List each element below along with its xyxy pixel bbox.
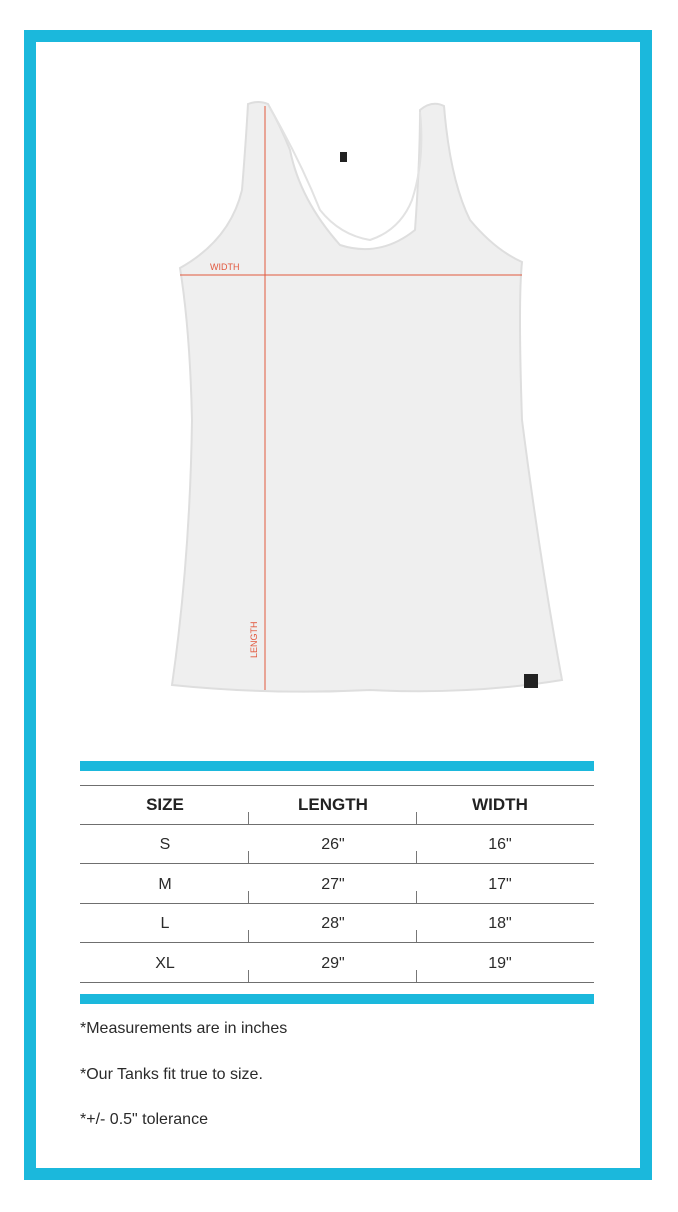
table-top-bar bbox=[80, 761, 594, 771]
width-cell: 16" bbox=[488, 836, 512, 853]
table-divider bbox=[80, 982, 594, 983]
column-tick bbox=[416, 930, 417, 942]
width-cell: 19" bbox=[488, 955, 512, 972]
brand-tag-icon bbox=[524, 674, 538, 688]
tank-top-silhouette bbox=[170, 101, 564, 693]
neck-label bbox=[340, 152, 347, 162]
table-bottom-bar bbox=[80, 994, 594, 1004]
column-tick bbox=[416, 891, 417, 903]
column-tick bbox=[248, 930, 249, 942]
header-width: WIDTH bbox=[472, 795, 528, 814]
length-cell: 29" bbox=[321, 955, 345, 972]
width-cell: 18" bbox=[488, 915, 512, 932]
note-fit: *Our Tanks fit true to size. bbox=[80, 1066, 263, 1083]
table-divider bbox=[80, 903, 594, 904]
column-tick bbox=[248, 812, 249, 824]
tank-top-diagram: WIDTH LENGTH bbox=[170, 101, 564, 693]
width-cell: 17" bbox=[488, 876, 512, 893]
racerback-inner bbox=[269, 107, 423, 242]
column-tick bbox=[416, 970, 417, 982]
table-divider bbox=[80, 785, 594, 786]
column-tick bbox=[416, 851, 417, 863]
size-cell: L bbox=[160, 915, 170, 932]
length-cell: 27" bbox=[321, 876, 345, 893]
column-tick bbox=[416, 812, 417, 824]
size-cell: S bbox=[159, 836, 171, 853]
header-size: SIZE bbox=[146, 795, 184, 814]
size-cell: XL bbox=[155, 955, 175, 972]
note-tolerance: *+/- 0.5" tolerance bbox=[80, 1111, 208, 1128]
header-length: LENGTH bbox=[298, 795, 368, 814]
table-divider bbox=[80, 863, 594, 864]
column-tick bbox=[248, 851, 249, 863]
column-tick bbox=[248, 891, 249, 903]
length-label: LENGTH bbox=[249, 621, 259, 658]
note-units: *Measurements are in inches bbox=[80, 1020, 288, 1037]
length-cell: 26" bbox=[321, 836, 345, 853]
length-cell: 28" bbox=[321, 915, 345, 932]
column-tick bbox=[248, 970, 249, 982]
width-label: WIDTH bbox=[210, 262, 240, 272]
table-divider bbox=[80, 942, 594, 943]
size-cell: M bbox=[158, 876, 172, 893]
table-divider bbox=[80, 824, 594, 825]
